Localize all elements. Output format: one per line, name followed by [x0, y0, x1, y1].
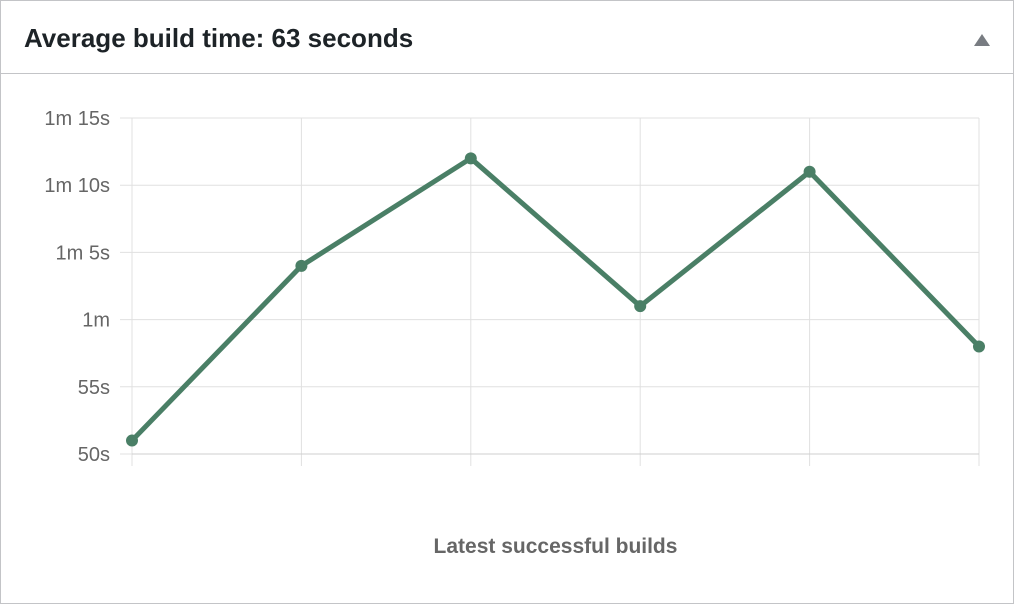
collapse-toggle-button[interactable]: [967, 27, 997, 53]
data-point: [464, 152, 477, 165]
panel-header: Average build time: 63 seconds: [1, 1, 1013, 74]
data-point: [973, 340, 985, 353]
y-tick-label: 1m 15s: [44, 108, 110, 130]
series-line: [129, 155, 982, 444]
data-point: [126, 434, 138, 447]
chart-area: 50s 55s 1m 1m 5s 1m 10s 1m 15s Latest successf…: [1, 75, 1013, 603]
data-point: [803, 165, 816, 178]
y-tick-label: 1m: [82, 310, 110, 332]
build-time-line-chart: 50s 55s 1m 1m 5s 1m 10s 1m 15s Latest successf…: [44, 108, 985, 558]
y-tick-label: 55s: [78, 377, 110, 399]
x-axis-title: Latest successful builds: [434, 535, 678, 558]
y-tick-label: 1m 5s: [56, 242, 110, 264]
panel-title: Average build time: 63 seconds: [24, 23, 414, 53]
y-tick-label: 50s: [78, 444, 110, 466]
data-point: [634, 300, 647, 313]
data-point: [295, 259, 308, 272]
triangle-up-icon: [974, 34, 990, 46]
y-tick-label: 1m 10s: [44, 175, 110, 197]
